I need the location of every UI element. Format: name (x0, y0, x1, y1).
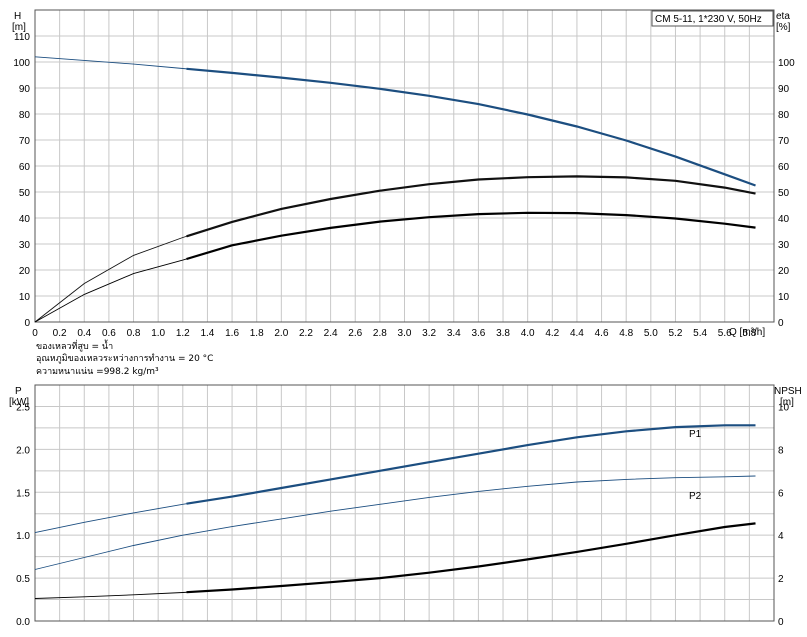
left-y-tick-label: 10 (19, 292, 31, 303)
npsh-tick-label: 0 (778, 617, 784, 628)
npsh-tick-label: 8 (778, 445, 784, 456)
left-y-tick-label: 100 (13, 58, 30, 69)
bottom-tick-labels: 0.0 0.5 1.0 1.5 2.0 2.5 0 2 4 6 8 10 (16, 402, 789, 628)
note-liquid-temperature: อุณหภูมิของเหลวระหว่างการทำงาน = 20 °C (36, 353, 213, 364)
x-tick-label: 4.2 (545, 328, 559, 339)
x-tick-label: 0.6 (102, 328, 116, 339)
x-tick-label: 5.4 (693, 328, 707, 339)
right-y-tick-label: 30 (778, 240, 790, 251)
npsh-tick-label: 2 (778, 574, 784, 585)
x-tick-label: 0.8 (127, 328, 141, 339)
bottom-left-axis-label: P (15, 386, 22, 397)
x-tick-label: 5.0 (644, 328, 658, 339)
series-label-p2: P2 (689, 491, 702, 502)
right-y-tick-label: 100 (778, 58, 795, 69)
x-tick-label: 4.6 (595, 328, 609, 339)
x-tick-label: 2.8 (373, 328, 387, 339)
left-y-tick-label: 70 (19, 136, 31, 147)
left-y-tick-label: 80 (19, 110, 31, 121)
right-y-tick-label: 0 (778, 318, 784, 329)
top-plot-grid (35, 10, 774, 322)
npsh-tick-label: 6 (778, 488, 784, 499)
efficiency-lower-curve (34, 212, 756, 323)
left-y-tick-label: 0 (24, 318, 30, 329)
x-tick-label: 2.2 (299, 328, 313, 339)
right-y-tick-label: 10 (778, 292, 790, 303)
top-right-axis-unit: [%] (776, 22, 791, 33)
x-tick-label: 2.6 (348, 328, 362, 339)
p2-power-curve (34, 475, 756, 570)
left-y-tick-label: 30 (19, 240, 31, 251)
bottom-right-axis-unit: [m] (780, 397, 794, 408)
right-y-tick-label: 50 (778, 188, 790, 199)
x-tick-label: 4.8 (619, 328, 633, 339)
x-tick-label: 1.8 (250, 328, 264, 339)
x-tick-label: 4.0 (521, 328, 535, 339)
right-y-tick-label: 80 (778, 110, 790, 121)
x-axis-label: Q [m³/h] (729, 327, 765, 338)
right-y-tick-label: 70 (778, 136, 790, 147)
left-y-tick-label: 50 (19, 188, 31, 199)
p1-power-operating-range (186, 424, 756, 505)
x-tick-label: 3.0 (398, 328, 412, 339)
power-tick-label: 1.0 (16, 531, 30, 542)
x-tick-label: 1.4 (200, 328, 214, 339)
chart-title-box (651, 10, 774, 27)
note-pumped-liquid: ของเหลวที่สูบ = น้ำ (36, 339, 113, 352)
power-tick-label: 0.0 (16, 617, 30, 628)
right-y-tick-label: 40 (778, 214, 790, 225)
power-tick-label: 2.0 (16, 445, 30, 456)
x-tick-label: 3.2 (422, 328, 436, 339)
right-y-tick-label: 90 (778, 84, 790, 95)
x-tick-label: 1.6 (225, 328, 239, 339)
x-tick-label: 5.6 (718, 328, 732, 339)
x-tick-label: 2.4 (324, 328, 338, 339)
efficiency-lower-operating-range (186, 211, 756, 261)
note-density: ความหนาแน่น =998.2 kg/m³ (36, 367, 159, 377)
top-left-axis-label: H (14, 11, 21, 22)
top-left-axis-unit: [m] (12, 22, 26, 33)
x-tick-label: 3.8 (496, 328, 510, 339)
performance-curves (34, 56, 756, 599)
x-tick-label: 5.8 (742, 328, 756, 339)
bottom-plot-frame (34, 384, 775, 622)
npsh-operating-range (186, 522, 756, 594)
npsh-tick-label: 4 (778, 531, 784, 542)
left-y-tick-label: 60 (19, 162, 31, 173)
top-plot-frame (34, 9, 775, 323)
efficiency-upper-operating-range (186, 175, 756, 238)
x-tick-label: 1.2 (176, 328, 190, 339)
x-tick-label: 1.0 (151, 328, 165, 339)
power-tick-label: 2.5 (16, 402, 30, 413)
left-y-tick-label: 20 (19, 266, 31, 277)
x-tick-label: 3.4 (447, 328, 461, 339)
left-y-tick-label: 90 (19, 84, 31, 95)
npsh-tick-label: 10 (778, 402, 790, 413)
series-label-p1: P1 (689, 429, 702, 440)
left-y-tick-label: 110 (14, 32, 30, 43)
right-y-tick-label: 20 (778, 266, 790, 277)
bottom-plot-grid (35, 385, 774, 621)
x-tick-label: 0.4 (77, 328, 91, 339)
bottom-left-axis-unit: [kW] (9, 397, 29, 408)
chart-title: CM 5-11, 1*230 V, 50Hz (655, 14, 762, 25)
right-y-tick-label: 60 (778, 162, 790, 173)
x-tick-label: 5.2 (669, 328, 683, 339)
efficiency-upper-curve (34, 175, 756, 323)
x-tick-label: 0.2 (53, 328, 67, 339)
top-tick-labels: 0 0.2 0.4 0.6 0.8 1.0 1.2 1.4 1.6 1.8 2.0 2.2 2.4 2.6… (13, 32, 795, 339)
x-tick-label: 0 (32, 328, 38, 339)
npsh-curve (34, 522, 756, 599)
power-tick-label: 1.5 (16, 488, 30, 499)
head-operating-range (186, 67, 756, 187)
left-y-tick-label: 40 (19, 214, 31, 225)
bottom-right-axis-label: NPSH (774, 386, 802, 397)
power-tick-label: 0.5 (16, 574, 30, 585)
top-right-axis-label: eta (776, 11, 790, 22)
x-tick-label: 4.4 (570, 328, 584, 339)
x-tick-label: 2.0 (274, 328, 288, 339)
x-tick-label: 3.6 (471, 328, 485, 339)
